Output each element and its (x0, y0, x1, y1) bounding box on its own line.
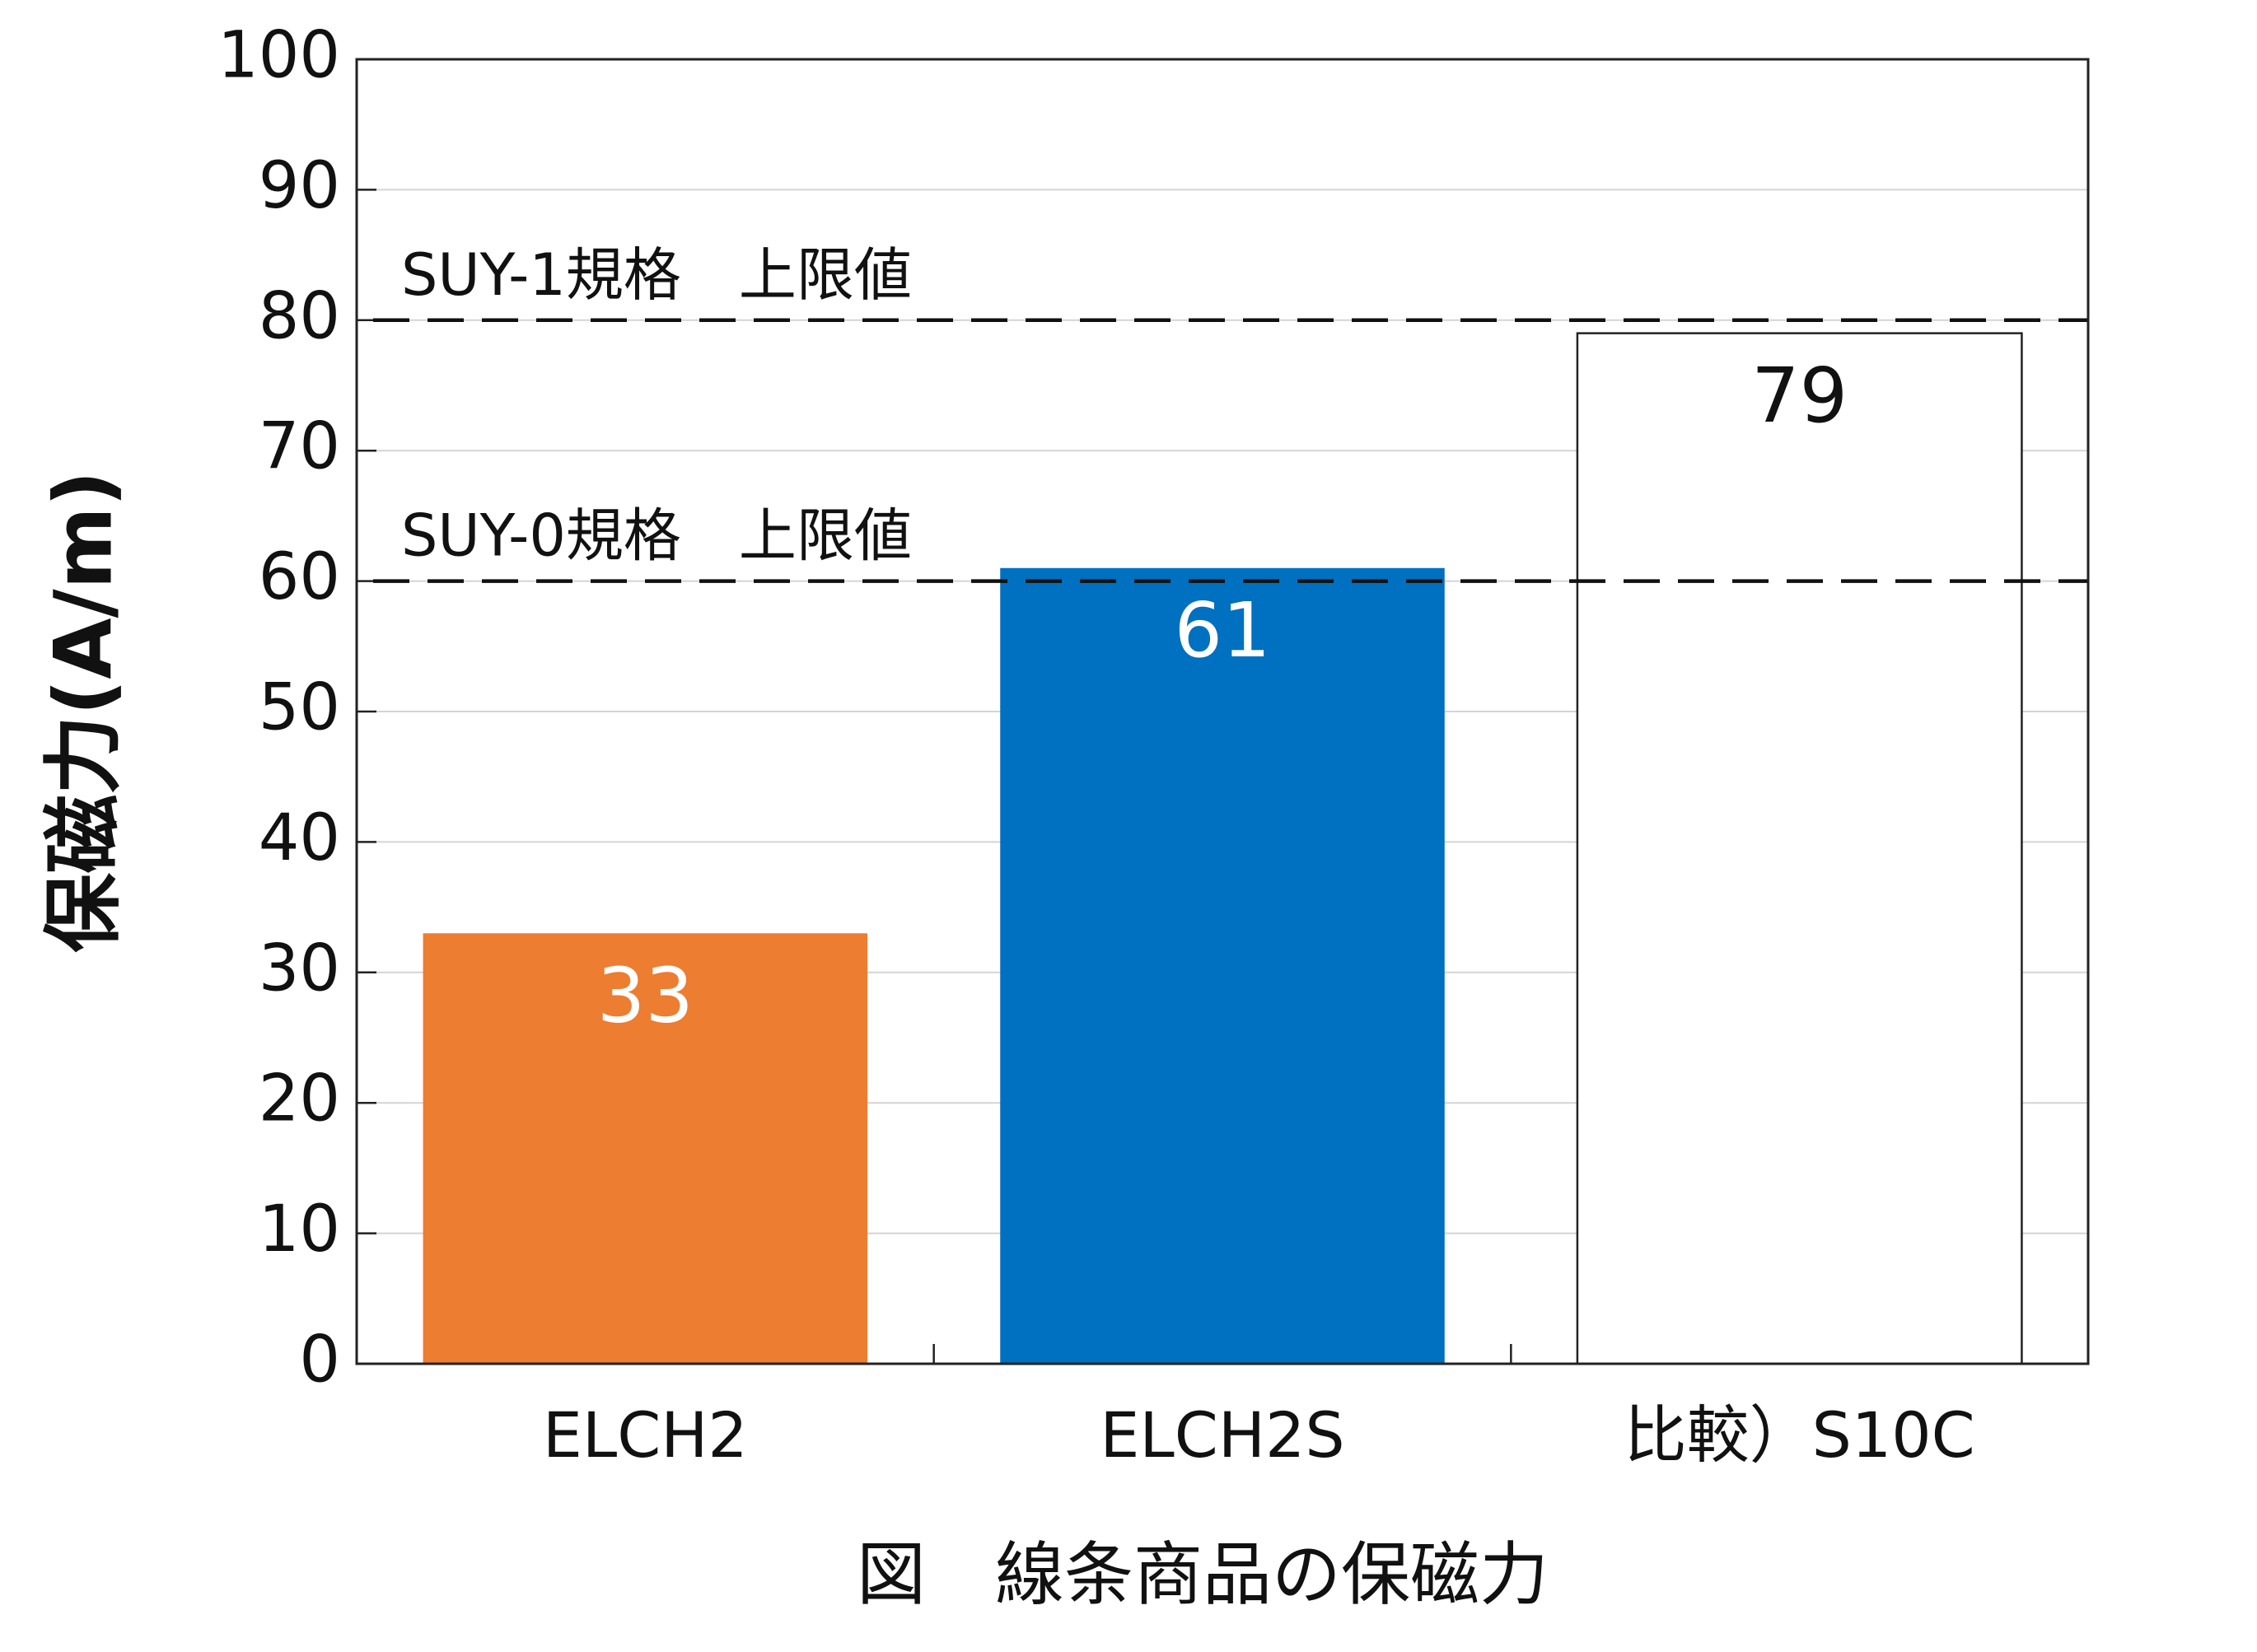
bar (1000, 567, 1445, 1364)
bar (1576, 332, 2023, 1365)
y-axis-label: 保磁力(A/m) (37, 470, 129, 952)
value-label: 33 (597, 952, 694, 1040)
reference-label: SUY-0規格 上限値 (401, 502, 912, 570)
y-tick-label: 20 (259, 1062, 340, 1136)
y-tick-label: 90 (259, 149, 340, 223)
y-tick-label: 80 (259, 279, 340, 353)
value-label: 79 (1751, 352, 1848, 440)
value-label: 61 (1174, 586, 1270, 674)
bar (423, 933, 868, 1364)
y-tick-label: 50 (259, 670, 340, 744)
x-tick-label: ELCH2 (543, 1398, 748, 1472)
y-tick-label: 30 (259, 931, 340, 1006)
x-tick-label: 比較）S10C (1624, 1398, 1975, 1472)
reference-label: SUY-1規格 上限値 (401, 241, 912, 309)
y-tick-label: 100 (217, 18, 340, 92)
y-tick-label: 0 (299, 1323, 340, 1397)
y-tick-label: 10 (259, 1192, 340, 1267)
chart-title: 図 線条商品の保磁力 (857, 1534, 1549, 1615)
x-tick-label: ELCH2S (1100, 1398, 1344, 1472)
y-tick-label: 60 (259, 540, 340, 614)
plot-frame (355, 58, 2090, 1365)
y-tick-label: 40 (259, 801, 340, 875)
y-tick-label: 70 (259, 410, 340, 484)
